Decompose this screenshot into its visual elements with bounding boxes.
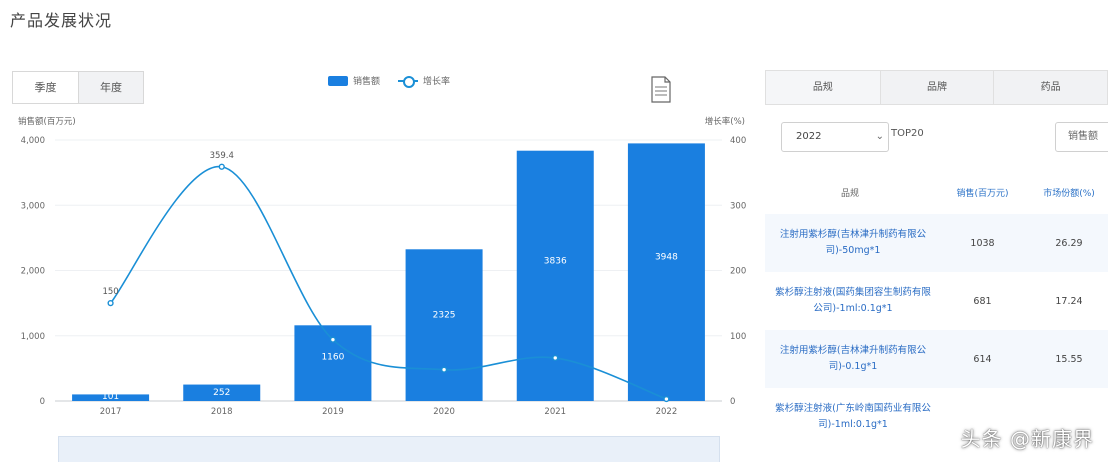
legend-line-label: 增长率 xyxy=(423,77,451,87)
page-title: 产品发展状况 xyxy=(10,11,113,30)
ranking-panel: 品规 品牌 药品 2022 ⌄ TOP20 销售额 品规 销售(百万元) 市场份… xyxy=(765,70,1108,462)
sort-select[interactable]: 销售额 xyxy=(1055,122,1108,152)
bar-value-label: 101 xyxy=(102,392,119,402)
y-axis-right-title: 增长率(%) xyxy=(705,116,745,127)
bar xyxy=(72,394,150,401)
period-tabs: 季度 年度 xyxy=(12,71,144,104)
top-label: TOP20 xyxy=(891,128,924,139)
x-tick-label: 2017 xyxy=(100,407,122,417)
row-name-link[interactable]: 紫杉醇注射液(广东岭南国药业有限公司)-1ml:0.1g*1 xyxy=(775,403,931,430)
y-axis-left-title: 销售额(百万元) xyxy=(18,116,76,127)
ranking-filters: 2022 ⌄ TOP20 销售额 xyxy=(781,122,1108,154)
bar-value-label: 2325 xyxy=(433,311,456,321)
y-tick-right-label: 0 xyxy=(730,397,735,407)
growth-value-label: 359.4 xyxy=(210,151,234,161)
row-sales: 1038 xyxy=(970,237,995,249)
bar-value-label: 3836 xyxy=(544,256,567,266)
tab-yearly[interactable]: 年度 xyxy=(78,72,143,103)
growth-point xyxy=(329,336,337,343)
tab-quarterly[interactable]: 季度 xyxy=(13,72,78,103)
sales-chart: 销售额(百万元) 增长率(%) 0 1,000 2,000 3,000 4,000 0 100 2… xyxy=(18,116,746,417)
tab-brand[interactable]: 品牌 xyxy=(879,71,994,104)
table-row: 紫杉醇注射液(国药集团容生制药有限公司)-1ml:0.1g*1 681 17.2… xyxy=(765,272,1108,330)
bar xyxy=(627,143,705,401)
x-tick-label: 2019 xyxy=(322,407,344,417)
chart-zoom-slider[interactable] xyxy=(58,436,720,462)
row-name-link[interactable]: 紫杉醇注射液(国药集团容生制药有限公司)-1ml:0.1g*1 xyxy=(775,287,931,314)
document-icon[interactable] xyxy=(651,76,671,103)
growth-point xyxy=(107,300,114,307)
legend-bar-label: 销售额 xyxy=(353,77,381,87)
ranking-tabs: 品规 品牌 药品 xyxy=(765,70,1108,105)
chart-legend: 销售额 增长率 xyxy=(328,74,451,88)
y-tick-left-label: 2,000 xyxy=(21,267,45,277)
column-header-spec[interactable]: 品规 xyxy=(840,188,859,199)
bar xyxy=(183,384,261,401)
bar-value-label: 3948 xyxy=(655,252,678,262)
legend-bar-swatch[interactable] xyxy=(328,75,348,86)
table-row: 注射用紫杉醇(吉林津升制药有限公司)-0.1g*1 614 15.55 xyxy=(765,330,1108,388)
table-body: 注射用紫杉醇(吉林津升制药有限公司)-50mg*1 1038 26.29 紫杉醇… xyxy=(765,214,1108,446)
y-tick-left-label: 0 xyxy=(40,397,45,407)
watermark: 头条 @新康界 xyxy=(960,427,1094,451)
growth-point xyxy=(440,366,448,373)
bar xyxy=(516,150,594,401)
y-tick-right-label: 400 xyxy=(730,136,746,146)
table-row: 注射用紫杉醇(吉林津升制药有限公司)-50mg*1 1038 26.29 xyxy=(765,214,1108,272)
row-share: 17.24 xyxy=(1055,295,1083,307)
growth-point xyxy=(552,354,559,362)
growth-value-label: 150 xyxy=(102,287,118,297)
row-share: 15.55 xyxy=(1055,353,1083,365)
y-tick-left-label: 1,000 xyxy=(21,332,45,342)
column-header-sales[interactable]: 销售(百万元) xyxy=(956,188,1009,199)
row-share: 26.29 xyxy=(1055,237,1083,249)
growth-point xyxy=(663,395,670,403)
x-tick-label: 2022 xyxy=(656,407,678,417)
row-name-link[interactable]: 注射用紫杉醇(吉林津升制药有限公司)-50mg*1 xyxy=(779,229,927,256)
ranking-table: 品规 销售(百万元) 市场份额(%) 注射用紫杉醇(吉林津升制药有限公司)-50… xyxy=(765,170,1108,446)
legend-line-swatch[interactable] xyxy=(398,75,419,88)
y-tick-right-label: 200 xyxy=(730,267,746,277)
x-tick-label: 2021 xyxy=(544,407,566,417)
bar-value-label: 1160 xyxy=(321,352,344,362)
tab-spec[interactable]: 品规 xyxy=(766,71,880,104)
column-header-share[interactable]: 市场份额(%) xyxy=(1043,188,1095,199)
tab-drug[interactable]: 药品 xyxy=(993,71,1107,104)
y-tick-left-label: 3,000 xyxy=(21,201,45,211)
row-sales: 614 xyxy=(973,353,992,365)
bar xyxy=(405,249,483,401)
year-select[interactable]: 2022 ⌄ xyxy=(781,122,889,152)
x-tick-label: 2018 xyxy=(211,407,233,417)
row-sales: 681 xyxy=(973,295,992,307)
y-tick-left-label: 4,000 xyxy=(21,136,45,146)
x-tick-label: 2020 xyxy=(433,407,455,417)
table-row: 紫杉醇注射液(广东岭南国药业有限公司)-1ml:0.1g*1 xyxy=(765,388,1108,446)
growth-point xyxy=(218,163,225,170)
y-tick-right-label: 300 xyxy=(730,201,746,211)
row-name-link[interactable]: 注射用紫杉醇(吉林津升制药有限公司)-0.1g*1 xyxy=(779,345,927,372)
bar-value-label: 252 xyxy=(213,388,230,398)
table-header: 品规 销售(百万元) 市场份额(%) xyxy=(765,170,1108,214)
chevron-down-icon: ⌄ xyxy=(875,131,884,142)
y-tick-right-label: 100 xyxy=(730,332,746,342)
year-select-value: 2022 xyxy=(796,131,822,142)
